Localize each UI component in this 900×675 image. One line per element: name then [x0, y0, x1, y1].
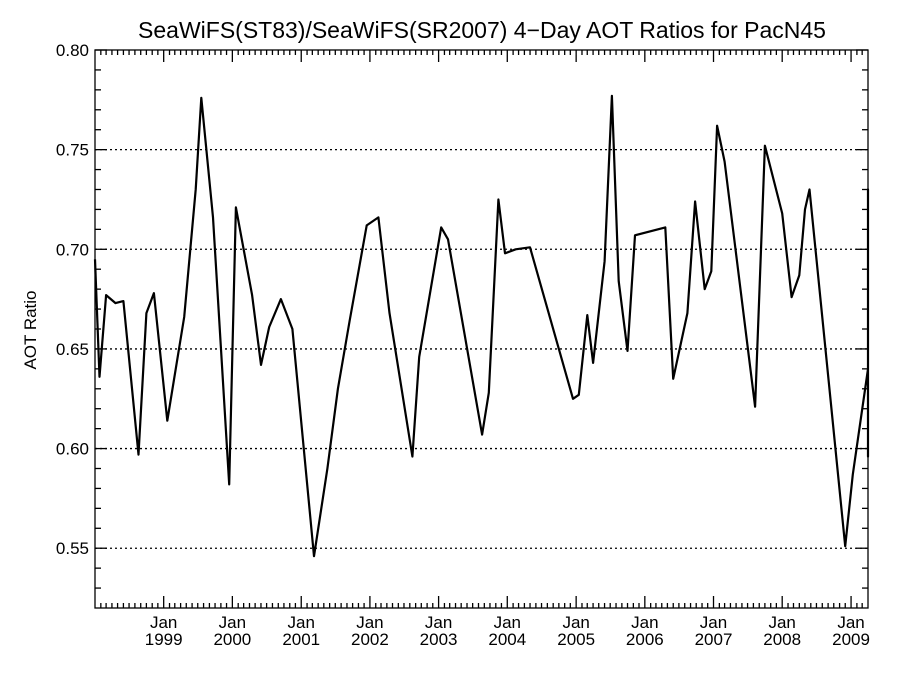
x-tick-year-label: 2006 — [626, 630, 664, 649]
x-tick-month-label: Jan — [837, 613, 864, 632]
y-tick-label: 0.55 — [56, 539, 89, 558]
y-tick-label: 0.60 — [56, 440, 89, 459]
x-tick-month-label: Jan — [768, 613, 795, 632]
x-tick-month-label: Jan — [150, 613, 177, 632]
series-layer — [93, 94, 870, 558]
tick-labels: 0.800.750.700.650.600.55Jan1999Jan2000Ja… — [56, 41, 870, 649]
x-tick-month-label: Jan — [425, 613, 452, 632]
x-tick-year-label: 1999 — [145, 630, 183, 649]
y-axis-label: AOT Ratio — [21, 290, 40, 369]
x-tick-year-label: 2009 — [832, 630, 870, 649]
x-tick-year-label: 2003 — [420, 630, 458, 649]
chart-title: SeaWiFS(ST83)/SeaWiFS(SR2007) 4−Day AOT … — [138, 17, 826, 43]
x-tick-month-label: Jan — [288, 613, 315, 632]
x-tick-month-label: Jan — [700, 613, 727, 632]
x-tick-year-label: 2007 — [695, 630, 733, 649]
x-tick-month-label: Jan — [494, 613, 521, 632]
x-tick-year-label: 2008 — [763, 630, 801, 649]
y-tick-label: 0.70 — [56, 240, 89, 259]
grid-lines — [95, 148, 868, 549]
x-tick-year-label: 2005 — [557, 630, 595, 649]
tick-marks — [95, 49, 868, 608]
x-tick-year-label: 2001 — [282, 630, 320, 649]
series-line — [93, 94, 870, 558]
x-tick-month-label: Jan — [356, 613, 383, 632]
x-tick-month-label: Jan — [219, 613, 246, 632]
x-tick-month-label: Jan — [631, 613, 658, 632]
y-tick-label: 0.75 — [56, 141, 89, 160]
x-tick-year-label: 2004 — [488, 630, 526, 649]
plot-frame — [94, 49, 869, 609]
y-tick-label: 0.80 — [56, 41, 89, 60]
y-tick-label: 0.65 — [56, 340, 89, 359]
x-tick-year-label: 2002 — [351, 630, 389, 649]
x-tick-year-label: 2000 — [213, 630, 251, 649]
x-tick-month-label: Jan — [562, 613, 589, 632]
